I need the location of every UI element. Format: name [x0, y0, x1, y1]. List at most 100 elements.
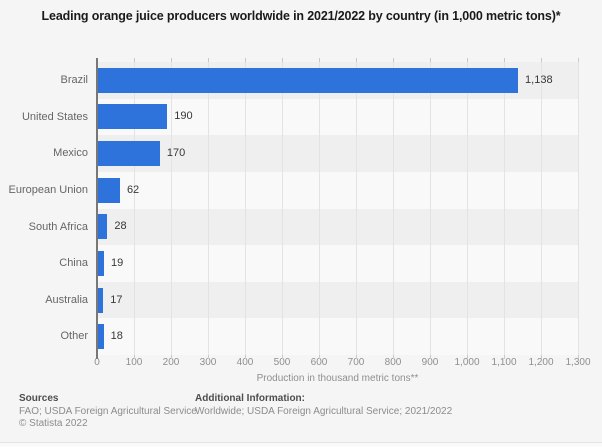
plot-area: 1,138 190 170 62 28 19 17 18 [96, 58, 579, 359]
gridline [245, 62, 246, 355]
x-tick-label: 500 [273, 357, 291, 368]
row-stripe [97, 135, 578, 172]
gridline [171, 62, 172, 355]
bar-european-union[interactable] [97, 177, 120, 203]
row-stripe [97, 318, 578, 355]
x-axis-title: Production in thousand metric tons** [256, 373, 419, 384]
bar-other[interactable] [97, 324, 104, 350]
gridline [134, 62, 135, 355]
value-label-brazil: 1,138 [525, 73, 553, 86]
sources-heading: Sources [19, 393, 59, 404]
bottom-margin [0, 443, 602, 447]
x-tick-mark [356, 355, 357, 359]
x-tick-label: 1,000 [454, 357, 480, 368]
gridline [467, 62, 468, 355]
category-label-united-states: United States [21, 110, 88, 123]
bar-united-states[interactable] [97, 104, 168, 130]
x-tick-mark [245, 355, 246, 359]
x-tick-mark [245, 58, 246, 62]
category-label-mexico: Mexico [53, 147, 88, 160]
gridline [282, 62, 283, 355]
x-tick-mark [393, 58, 394, 62]
x-tick-label: 600 [310, 357, 328, 368]
row-stripe [97, 281, 578, 319]
x-tick-label: 400 [236, 357, 254, 368]
x-tick-mark [134, 58, 135, 62]
gridline [578, 62, 579, 355]
x-tick-mark [319, 58, 320, 62]
category-label-south-africa: South Africa [28, 220, 88, 233]
value-label-china: 19 [111, 256, 124, 269]
value-label-mexico: 170 [166, 147, 186, 160]
x-tick-label: 700 [347, 357, 365, 368]
x-tick-mark [393, 355, 394, 359]
x-tick-label: 1,100 [491, 357, 517, 368]
gridline [541, 62, 542, 355]
x-tick-mark [208, 58, 209, 62]
gridline [319, 62, 320, 355]
x-tick-mark [171, 58, 172, 62]
x-tick-mark [504, 355, 505, 359]
row-stripe [97, 171, 578, 209]
value-label-european-union: 62 [126, 183, 140, 196]
y-axis-line [96, 58, 98, 359]
x-tick-mark [541, 58, 542, 62]
additional-info-text: Worldwide; USDA Foreign Agricultural Ser… [195, 406, 453, 417]
category-label-brazil: Brazil [60, 74, 88, 86]
gridline [504, 62, 505, 355]
x-tick-label: 0 [94, 357, 100, 368]
x-tick-mark [356, 58, 357, 62]
x-tick-label: 1,200 [528, 357, 554, 368]
footer-additional-info: Additional Information: Worldwide; USDA … [195, 393, 452, 418]
bar-south-africa[interactable] [97, 214, 108, 240]
x-tick-mark [430, 58, 431, 62]
value-label-australia: 17 [110, 293, 123, 306]
x-tick-label: 100 [125, 357, 143, 368]
bar-china[interactable] [97, 250, 105, 276]
category-label-china: China [59, 257, 88, 270]
gridline [393, 62, 394, 355]
x-tick-mark [430, 355, 431, 359]
copyright-text: © Statista 2022 [19, 417, 88, 429]
x-tick-mark [208, 355, 209, 359]
x-tick-mark [541, 355, 542, 359]
bar-mexico[interactable] [97, 141, 160, 167]
x-tick-label: 900 [421, 357, 439, 368]
category-label-other: Other [60, 330, 88, 343]
row-stripe [97, 208, 578, 246]
x-tick-mark [171, 355, 172, 359]
value-label-south-africa: 28 [114, 220, 127, 233]
sources-text: FAO; USDA Foreign Agricultural Service [19, 406, 197, 417]
x-axis-tick-labels: 0 100 200 300 400 500 600 700 800 900 1,000 1,100 1,… [94, 357, 590, 369]
additional-info-heading: Additional Information: [195, 393, 305, 404]
x-tick-mark [467, 58, 468, 62]
x-tick-mark [467, 355, 468, 359]
gridline [208, 62, 209, 355]
gridline [430, 62, 431, 355]
bar-brazil[interactable] [97, 67, 519, 93]
x-tick-mark [282, 58, 283, 62]
category-label-australia: Australia [45, 293, 88, 306]
y-axis-category-labels: Brazil United States Mexico European Union S… [0, 62, 88, 355]
bottom-divider [0, 442, 602, 443]
category-label-european-union: European Union [8, 183, 88, 196]
x-tick-mark [134, 355, 135, 359]
gridline [356, 62, 357, 355]
x-tick-label: 800 [384, 357, 402, 368]
x-tick-label: 200 [162, 357, 180, 368]
x-tick-mark [504, 58, 505, 62]
value-label-united-states: 190 [174, 110, 193, 123]
x-tick-label: 1,300 [565, 357, 591, 368]
bar-australia[interactable] [97, 287, 104, 313]
value-label-other: 18 [110, 330, 123, 343]
x-tick-mark [578, 355, 579, 359]
row-stripe [97, 245, 578, 282]
chart-title: Leading orange juice producers worldwide… [41, 9, 561, 23]
row-stripe [97, 98, 578, 136]
x-tick-mark [578, 58, 579, 62]
x-tick-mark [282, 355, 283, 359]
x-tick-mark [319, 355, 320, 359]
x-tick-label: 300 [199, 357, 217, 368]
footer-sources: Sources FAO; USDA Foreign Agricultural S… [19, 393, 197, 429]
